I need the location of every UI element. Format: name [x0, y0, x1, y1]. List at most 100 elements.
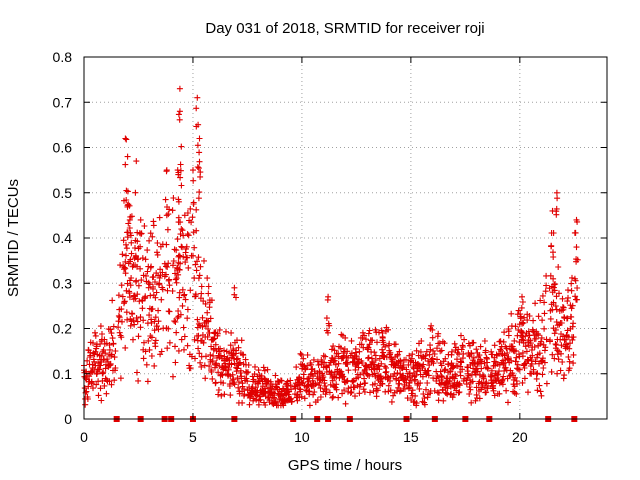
data-point	[550, 275, 557, 282]
data-point	[170, 262, 176, 269]
data-point	[503, 345, 510, 352]
data-point	[541, 310, 548, 317]
data-point	[535, 332, 542, 339]
data-point	[315, 362, 322, 368]
data-point	[212, 379, 219, 386]
data-point	[362, 380, 369, 387]
data-point	[394, 370, 401, 376]
data-point	[175, 198, 182, 205]
data-point	[541, 325, 548, 332]
data-point	[366, 327, 373, 334]
data-point	[297, 350, 304, 357]
data-point	[297, 386, 304, 393]
data-point	[235, 384, 242, 391]
data-point	[231, 381, 238, 388]
data-point	[341, 387, 348, 394]
data-point	[235, 344, 242, 351]
data-point	[372, 357, 379, 364]
data-point	[429, 355, 436, 362]
data-point	[470, 354, 477, 361]
data-point	[153, 289, 160, 296]
data-point	[424, 368, 431, 375]
series-points	[81, 85, 581, 409]
data-point	[565, 294, 571, 301]
data-point	[343, 378, 350, 385]
data-point	[213, 362, 220, 369]
data-point	[485, 382, 491, 389]
data-point	[363, 336, 369, 343]
data-point	[172, 270, 178, 277]
data-point	[123, 287, 130, 294]
data-point	[131, 292, 138, 299]
data-point	[311, 389, 318, 395]
data-point	[463, 381, 470, 388]
data-point	[428, 322, 435, 329]
data-point	[298, 351, 305, 358]
data-point	[274, 398, 280, 405]
data-point	[329, 394, 336, 401]
data-point	[457, 372, 464, 379]
data-point	[220, 380, 227, 387]
data-point	[553, 211, 560, 218]
data-point	[467, 386, 474, 393]
data-point	[332, 355, 338, 362]
data-point	[396, 388, 403, 395]
data-point	[209, 375, 216, 382]
data-point	[425, 372, 432, 379]
data-point	[239, 399, 246, 406]
data-point	[182, 296, 189, 303]
data-point	[552, 303, 559, 309]
data-point	[310, 391, 317, 398]
data-point	[483, 379, 490, 386]
data-point	[473, 346, 480, 353]
data-points	[81, 85, 581, 409]
data-point	[184, 342, 191, 349]
data-point	[96, 366, 103, 373]
data-point	[191, 244, 198, 251]
data-point	[550, 299, 557, 306]
data-point	[141, 223, 148, 229]
data-point	[217, 352, 224, 359]
data-point	[444, 385, 451, 392]
data-point	[193, 206, 200, 213]
data-point	[191, 336, 198, 343]
data-point	[130, 336, 136, 343]
data-point	[172, 276, 179, 283]
data-point	[345, 367, 352, 374]
data-point	[111, 377, 118, 384]
x-tick-label: 20	[512, 429, 528, 445]
data-point	[178, 226, 185, 232]
data-point	[164, 226, 171, 233]
data-point	[553, 342, 560, 348]
data-point	[531, 344, 538, 350]
data-point	[508, 357, 515, 364]
data-point	[525, 357, 532, 364]
data-point	[435, 330, 442, 337]
data-point	[519, 299, 526, 305]
data-point	[101, 357, 107, 364]
data-point	[553, 205, 560, 212]
data-point	[188, 353, 195, 360]
data-point	[180, 324, 187, 331]
data-point	[361, 389, 368, 395]
data-point	[158, 348, 165, 355]
data-point	[159, 269, 166, 276]
data-point	[296, 374, 303, 381]
data-point	[166, 339, 173, 346]
data-point	[568, 314, 575, 320]
data-point	[420, 361, 427, 368]
data-point	[181, 346, 187, 353]
data-point	[176, 252, 183, 259]
data-point	[424, 380, 431, 386]
data-point	[501, 329, 508, 336]
data-point	[150, 222, 157, 229]
data-point	[245, 362, 252, 368]
data-point	[175, 308, 182, 314]
data-point	[231, 284, 238, 291]
data-point	[99, 331, 105, 337]
data-point	[391, 370, 398, 377]
data-point	[415, 352, 422, 359]
data-point	[109, 297, 116, 304]
data-point	[499, 381, 506, 388]
data-point	[154, 249, 160, 256]
